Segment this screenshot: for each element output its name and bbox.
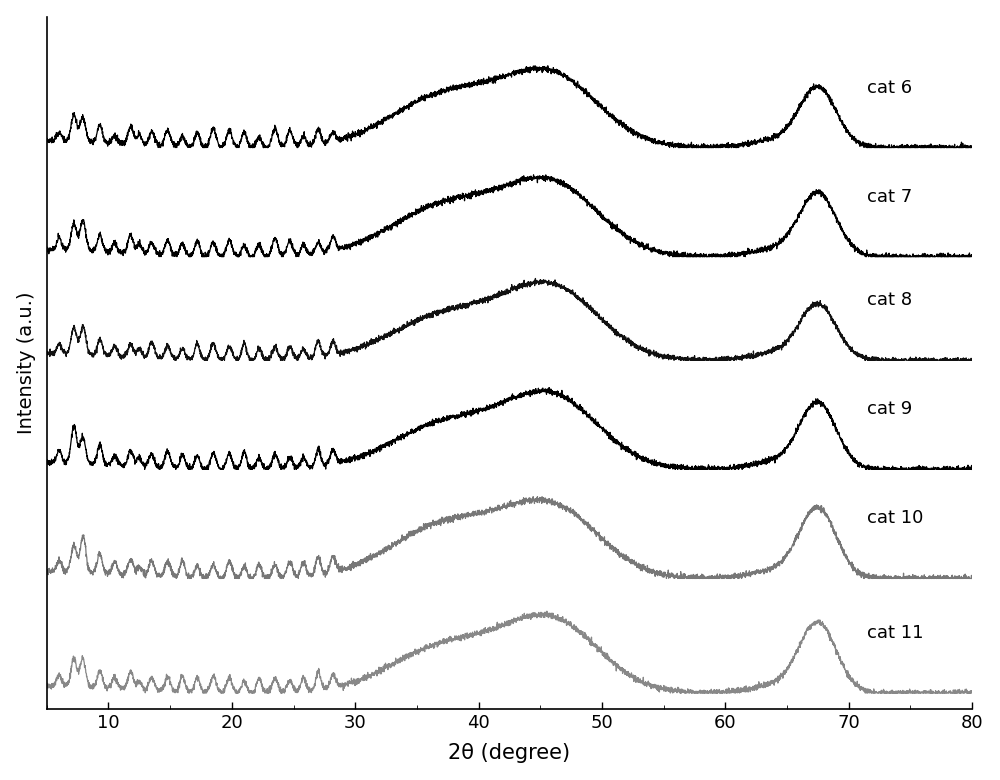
Y-axis label: Intensity (a.u.): Intensity (a.u.)	[17, 292, 36, 434]
Text: cat 7: cat 7	[867, 188, 912, 206]
Text: cat 6: cat 6	[867, 79, 912, 97]
X-axis label: 2θ (degree): 2θ (degree)	[448, 743, 570, 764]
Text: cat 10: cat 10	[867, 509, 924, 527]
Text: cat 9: cat 9	[867, 400, 912, 418]
Text: cat 8: cat 8	[867, 291, 912, 310]
Text: cat 11: cat 11	[867, 624, 924, 642]
